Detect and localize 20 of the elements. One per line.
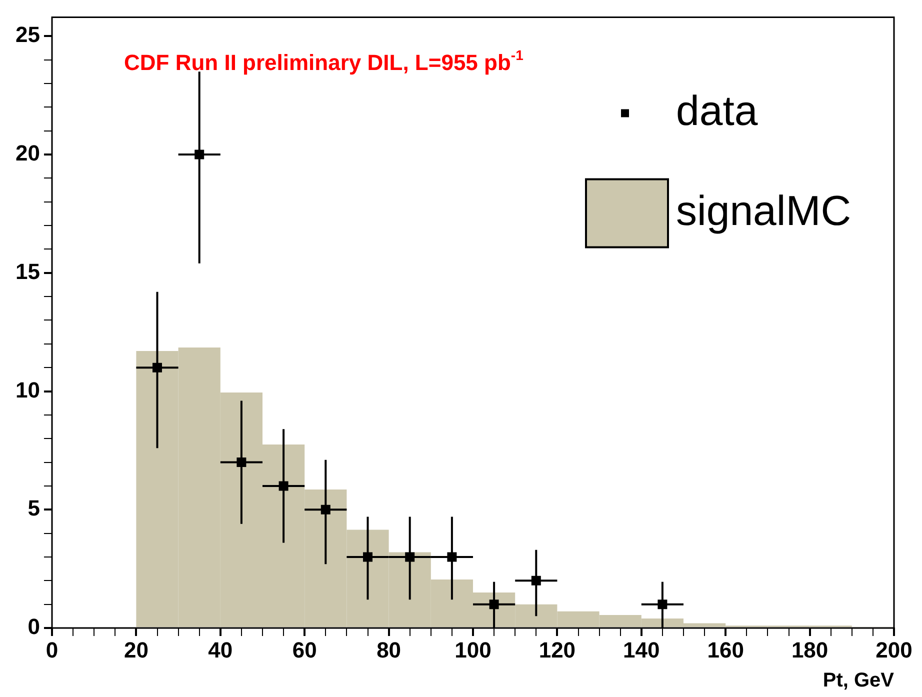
y-tick-label: 25 bbox=[16, 22, 40, 48]
x-tick-label: 20 bbox=[124, 637, 148, 662]
x-tick-label: 0 bbox=[46, 637, 58, 662]
x-tick-label: 120 bbox=[538, 637, 576, 662]
y-tick-label: 5 bbox=[28, 496, 40, 521]
x-tick-label: 80 bbox=[376, 637, 402, 662]
legend-label: data bbox=[676, 86, 758, 134]
x-tick-label: 160 bbox=[707, 637, 744, 662]
x-tick-label: 140 bbox=[623, 637, 660, 662]
y-tick-label: 0 bbox=[28, 614, 40, 640]
y-tick-label: 10 bbox=[16, 377, 40, 402]
x-axis-title: Pt, GeV bbox=[822, 670, 895, 692]
x-tick-label: 100 bbox=[454, 637, 492, 662]
x-tick-label: 40 bbox=[208, 637, 233, 662]
y-tick-label: 15 bbox=[16, 258, 40, 284]
x-tick-label: 180 bbox=[791, 637, 828, 662]
x-tick-label: 200 bbox=[876, 637, 912, 662]
x-tick-label: 60 bbox=[292, 637, 317, 662]
legend-label: signalMC bbox=[676, 186, 852, 234]
y-tick-label: 20 bbox=[16, 140, 40, 166]
